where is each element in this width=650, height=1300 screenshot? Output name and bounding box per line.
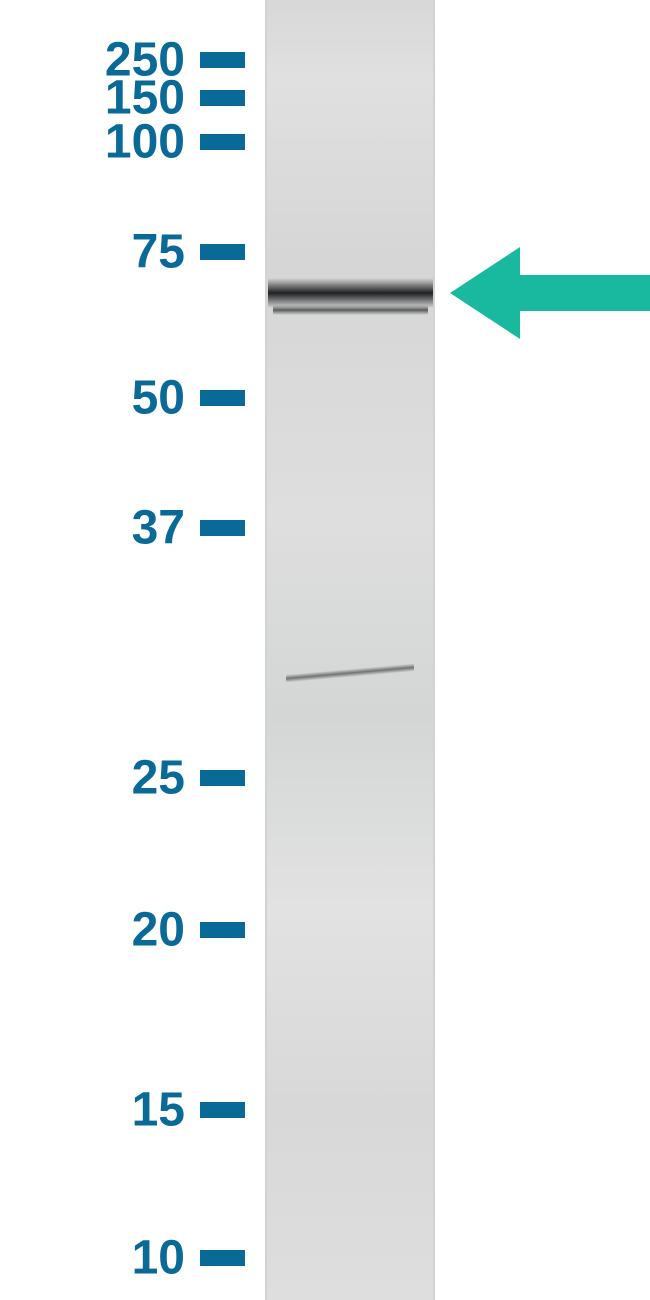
mw-tick-150 (200, 90, 245, 106)
mw-tick-50 (200, 390, 245, 406)
mw-label-20: 20 (132, 903, 185, 958)
mw-tick-75 (200, 244, 245, 260)
lane-1 (265, 0, 435, 1300)
mw-tick-25 (200, 770, 245, 786)
mw-label-75: 75 (132, 225, 185, 280)
mw-label-37: 37 (132, 501, 185, 556)
mw-tick-20 (200, 922, 245, 938)
principal-band-sub (273, 305, 428, 315)
mw-label-25: 25 (132, 751, 185, 806)
blot-figure: 25015010075503725201510 (0, 0, 650, 1300)
mw-tick-10 (200, 1250, 245, 1266)
indicator-arrow (450, 247, 650, 339)
mw-label-15: 15 (132, 1083, 185, 1138)
mw-label-10: 10 (132, 1231, 185, 1286)
mw-label-50: 50 (132, 371, 185, 426)
mw-tick-250 (200, 52, 245, 68)
mw-tick-37 (200, 520, 245, 536)
mw-label-100: 100 (105, 115, 185, 170)
mw-tick-100 (200, 134, 245, 150)
principal-band (268, 278, 433, 308)
mw-tick-15 (200, 1102, 245, 1118)
